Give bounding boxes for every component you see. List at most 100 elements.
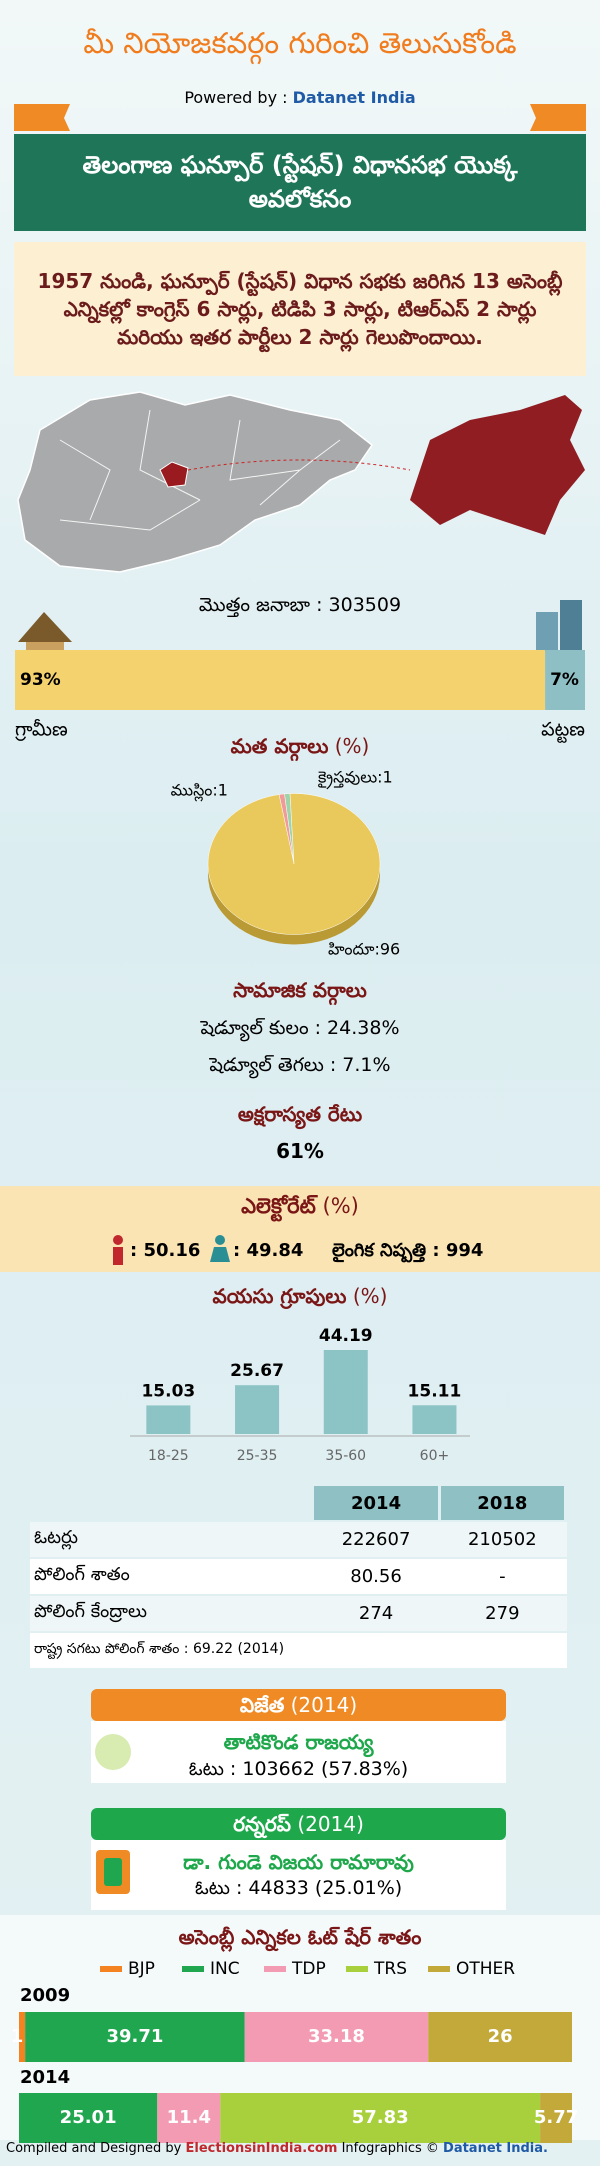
electorate-band [0,1186,600,1272]
winner-name: తాటికొండ రాజయ్య [223,1730,374,1754]
legend-label: INC [210,1959,240,1979]
footer-brand: Datanet India. [443,2141,548,2156]
female-icon [215,1235,225,1245]
cell: 210502 [467,1529,537,1550]
constituency-spot [159,461,189,488]
table-header: 2014 2018 [30,1486,567,1520]
ribbon-left [14,104,70,131]
winner-votes: ఓటు : 103662 (57.83%) [188,1758,409,1780]
table-note: రాష్ట్ర సగటు పోలింగ్ శాతం : 69.22 (2014) [30,1633,567,1668]
age-category: 60+ [420,1448,450,1464]
pie-slice [207,793,381,935]
share-segment [540,2093,572,2143]
share-value: 11.4 [167,2107,211,2128]
winner-symbol [95,1734,131,1770]
religion-unit: (%) [334,734,370,758]
share-segment [25,2012,245,2062]
winner-box [91,1721,506,1783]
pie-label: క్రైస్తవులు:1 [318,768,393,790]
age-title-text: వయసు గ్రూపులు [212,1284,347,1308]
population-bar [15,650,546,710]
religion-title: మత వర్గాలు (%) [0,734,600,763]
cell: 80.56 [350,1566,402,1587]
year-label: 2009 [20,1985,70,2006]
district-borders [59,409,341,531]
constituency-map [410,395,585,535]
page-title: మీ నియోజకవర్గం గురించి తెలుసుకోండి [83,26,517,60]
powered-label: Powered by : [184,88,288,107]
share-value: 25.01 [60,2107,117,2128]
building [560,600,582,652]
sex-ratio: లైంగిక నిష్పత్తి : 994 [332,1240,484,1261]
legend-label: TRS [373,1959,407,1979]
share-segment [244,2012,429,2062]
age-unit: (%) [352,1284,388,1308]
cell: 222607 [341,1529,411,1550]
cell: 274 [358,1603,394,1624]
age-value: 15.11 [408,1381,462,1401]
sc-share: షెడ్యూల్ కులం : 24.38% [200,1017,400,1039]
hut-roof [18,612,72,642]
runner-box [91,1840,506,1910]
legend-label: TDP [291,1959,326,1979]
year-label: 2014 [20,2067,70,2088]
footer-infographics: Infographics © [341,2141,439,2156]
banner-title: తెలంగాణ ఘన్పూర్ (స్టేషన్) విధానసభ యొక్క … [14,134,586,231]
population-value: 7% [550,670,579,690]
electorate-title-text: ఎలెక్టోరేట్ [241,1194,316,1218]
share-value: 57.83 [352,2107,409,2128]
state-map [17,391,374,573]
brand: Datanet India [292,88,416,107]
female-share: : 49.84 [233,1240,304,1261]
pie-label: ముస్లిం:1 [171,781,228,802]
footer-compiled: Compiled and Designed by [6,2141,182,2156]
runner-heading: రన్నరప్ (2014) [91,1812,506,1841]
runner-header [91,1808,506,1840]
male-icon [113,1247,123,1265]
religion-title-text: మత వర్గాలు [230,734,329,758]
population-bar [545,650,585,710]
share-segment [157,2093,221,2143]
cell: 279 [485,1603,520,1624]
pie-label: హిందూ:96 [328,940,400,959]
runner-votes: ఓటు : 44833 (25.01%) [194,1877,403,1899]
population-value: 93% [20,670,61,690]
runner-symbol [104,1858,122,1886]
table-row: పోలింగ్ శాతం 80.56 - [30,1559,567,1594]
building [536,612,558,652]
legend-label: OTHER [456,1959,515,1979]
hut-wall [26,642,64,652]
population-label: పట్టణ [541,719,585,744]
literacy-value: 61% [276,1139,324,1163]
literacy-title: అక్షరాస్యత రేటు [237,1102,363,1126]
share-value: 26 [488,2026,513,2047]
st-share: షెడ్యూల్ తెగలు : 7.1% [209,1054,391,1076]
population-label: గ్రామీణ [15,719,68,742]
runner-year: (2014) [297,1812,364,1836]
cell: 2018 [440,1486,564,1520]
winner-title: విజేత [239,1693,285,1717]
male-icon [113,1235,123,1245]
row-label: పోలింగ్ శాతం [34,1564,130,1585]
footer-site: ElectionsinIndia.com [185,2141,338,2156]
male-share: : 50.16 [130,1240,201,1261]
winner-year: (2014) [290,1693,358,1717]
legend-label: BJP [128,1959,155,1979]
summary: 1957 నుండి, ఘన్పూర్ (స్టేషన్) విధాన సభకు… [14,242,586,376]
footer: Compiled and Designed by ElectionsinIndi… [6,2141,548,2156]
age-category: 35-60 [325,1448,366,1464]
row-label: పోలింగ్ కేంద్రాలు [34,1601,147,1622]
share-segment [19,2012,26,2062]
age-value: 15.03 [141,1381,195,1401]
age-category: 25-35 [237,1448,278,1464]
share-value: 5.77 [534,2107,578,2128]
cell: - [499,1566,506,1587]
age-category: 18-25 [148,1448,189,1464]
age-bar [146,1405,191,1434]
powered-by: Powered by : Datanet India [0,88,600,107]
share-segment [428,2012,572,2062]
charts: 93% గ్రామీణ 7% పట్టణ ముస్లిం:1 క్రైస్తవులు:1 హ… [11,650,585,2143]
table-row: పోలింగ్ కేంద్రాలు 274 279 [30,1596,567,1631]
